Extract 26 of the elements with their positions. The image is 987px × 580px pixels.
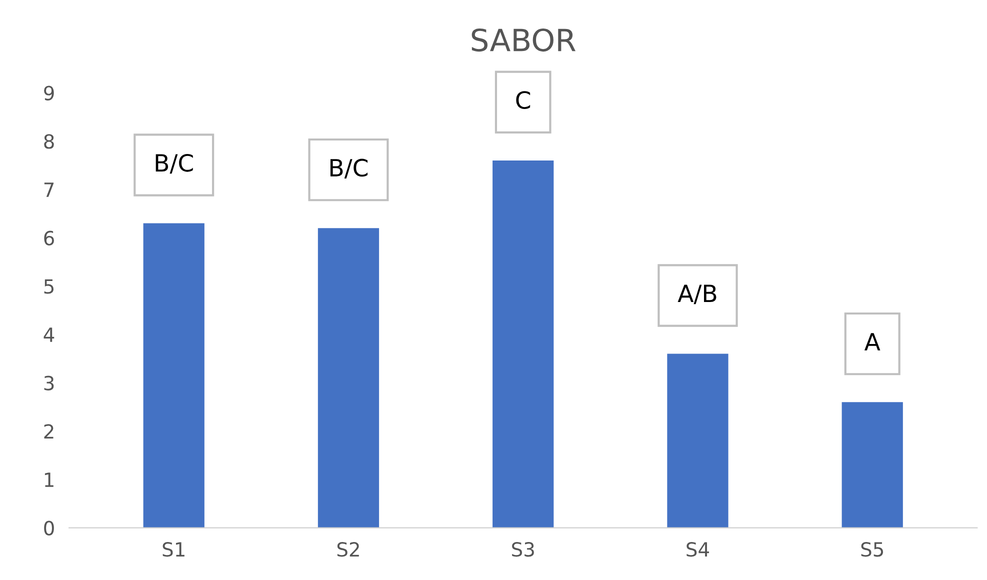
y-tick-label: 5 bbox=[44, 279, 54, 294]
x-tick-label: S2 bbox=[337, 542, 359, 557]
annotation: C bbox=[516, 91, 530, 109]
annotation: B/C bbox=[156, 154, 193, 174]
chart-title: SABOR bbox=[472, 28, 576, 52]
y-tick-label: 8 bbox=[44, 134, 54, 149]
bar bbox=[143, 223, 204, 528]
annotation: A/B bbox=[678, 284, 716, 304]
annotation: B/C bbox=[330, 158, 368, 179]
x-tick-label: S1 bbox=[162, 542, 184, 557]
y-tick-label: 1 bbox=[44, 472, 54, 487]
bar bbox=[318, 228, 380, 528]
y-tick-label: 7 bbox=[44, 182, 54, 197]
x-tick-label: S3 bbox=[512, 542, 534, 557]
y-tick-label: 6 bbox=[44, 230, 54, 246]
bar bbox=[492, 160, 554, 528]
y-tick-label: 9 bbox=[44, 86, 54, 100]
bar bbox=[842, 402, 903, 528]
y-tick-label: 2 bbox=[44, 424, 54, 439]
y-tick-label: 0 bbox=[44, 520, 54, 536]
x-tick-label: S5 bbox=[861, 542, 884, 557]
y-tick-label: 4 bbox=[44, 328, 54, 342]
y-tick-label: 3 bbox=[44, 376, 54, 390]
x-tick-label: S4 bbox=[686, 542, 709, 557]
annotation: A bbox=[864, 333, 880, 350]
bar bbox=[667, 354, 728, 528]
